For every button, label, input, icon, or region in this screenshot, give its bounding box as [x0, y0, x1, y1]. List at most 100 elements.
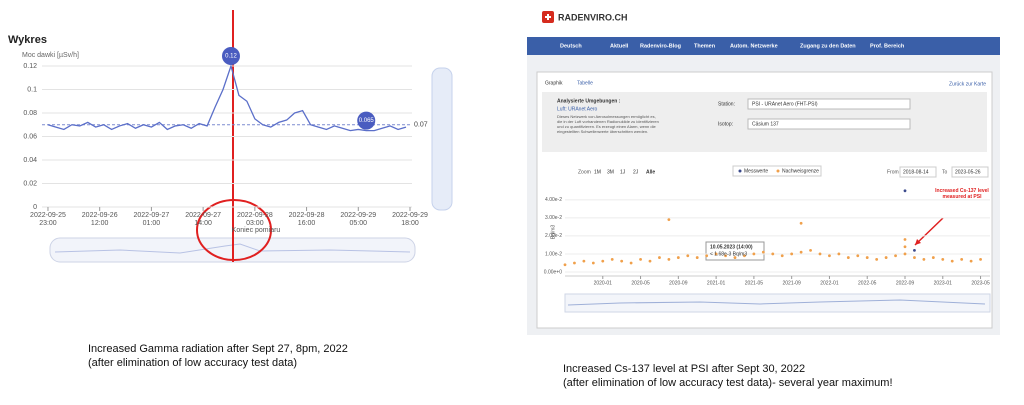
nav-item: Prof. Bereich: [870, 43, 905, 49]
y-tick-label: 0.02: [23, 180, 37, 187]
x-tick-label: 2022-09: [896, 280, 915, 286]
point: [790, 252, 794, 256]
zoom-label: Zoom: [578, 169, 591, 175]
nav-item: Radenviro-Blog: [640, 43, 681, 49]
nav-item: Deutsch: [560, 43, 582, 49]
x-tick-label: 2022-09-27 14:00: [185, 212, 222, 227]
marker: [221, 47, 240, 65]
y-tick-label: 3.00e-2: [545, 215, 562, 221]
point: [865, 256, 869, 259]
y-tick-label: 1.00e-2: [545, 251, 562, 257]
description: Dieses Netzwerk von Aerosolmessungen erm…: [557, 114, 656, 119]
description: eingestellten Schwellenwerte überschritt…: [557, 129, 648, 134]
logo-cross: [545, 14, 551, 20]
x-tick-label: 2023-01: [934, 280, 953, 286]
x-tick-label: 2022-09-29 18:00: [392, 212, 428, 227]
point: [620, 259, 624, 263]
point: [591, 261, 595, 265]
point: [828, 254, 831, 258]
legend-swatch: [738, 169, 742, 173]
x-tick-label: 2021-09: [782, 280, 801, 286]
y-axis-label: Bq/m3: [550, 225, 556, 240]
y-tick-label: 0.04: [23, 157, 37, 164]
tooltip-text: < 1.68e-3 Bq/m3: [710, 251, 747, 257]
point: [846, 256, 850, 259]
nav-bar: [527, 37, 1000, 55]
point: [714, 252, 718, 256]
point: [931, 256, 935, 259]
x-tick-label: 2023-05: [971, 280, 990, 286]
to-input[interactable]: [951, 166, 989, 178]
brand: RADENVIRO.CH: [558, 12, 628, 22]
nav-item: Autom. Netzwerke: [730, 43, 778, 49]
point: [780, 254, 784, 258]
x-tick-label: 2022-09-28 16:00: [288, 212, 325, 227]
point: [610, 257, 614, 261]
x-tick-label: 2021-01: [707, 280, 726, 286]
point: [884, 256, 888, 259]
legend-label: Messwerte: [744, 168, 768, 174]
point: [809, 248, 812, 252]
description: die in der Luft vorhandenen Radionuklide…: [557, 119, 659, 124]
y-axis-label: Moc dawki [µSv/h]: [22, 52, 79, 59]
legend-swatch: [776, 169, 780, 173]
point: [837, 252, 841, 256]
from-input[interactable]: [899, 166, 937, 178]
x-tick-label: 2020-01: [594, 280, 613, 286]
point: [573, 261, 576, 265]
caption: Increased Cs-137 level at PSI after Sept…: [563, 363, 806, 375]
marker-label: 0.12: [225, 54, 237, 60]
point: [875, 257, 879, 261]
y-tick-label: 0.00e+0: [544, 269, 562, 275]
point: [979, 257, 982, 261]
caption: (after elimination of low accuracy test …: [563, 377, 893, 389]
point: [913, 256, 916, 259]
scrollbar: [431, 67, 453, 211]
caption: Increased Gamma radiation after Sept 27,…: [88, 343, 348, 355]
zoom-button: Alle: [646, 169, 655, 175]
point: [686, 254, 690, 258]
point: [733, 256, 737, 259]
from-label: From: [887, 169, 899, 175]
point: [582, 259, 586, 263]
description: und zu quantifizieren. Es erzeugt einen …: [557, 124, 657, 129]
point: [601, 259, 605, 263]
x-tick-label: 2022-09-28 03:00: [236, 212, 273, 227]
point: [922, 257, 926, 261]
point: [771, 252, 775, 256]
to-label: To: [942, 169, 948, 175]
station: PSI - URAnet Aero (FHT-PSI): [752, 101, 818, 107]
point: [629, 261, 633, 265]
tab: Tabelle: [577, 80, 593, 86]
point: [724, 254, 727, 258]
point: [639, 257, 642, 261]
nav-item: Zugang zu den Daten: [800, 43, 856, 49]
zoom-button: 3M: [607, 169, 614, 175]
point: [799, 221, 803, 225]
isotope: Cäsium 137: [752, 121, 779, 127]
arrow-head: [915, 239, 921, 245]
point: [743, 254, 746, 258]
point: [856, 254, 860, 258]
link: Zurück zur Karte: [949, 81, 986, 87]
point: [752, 252, 756, 256]
x-tick-label: 2020-09: [669, 280, 688, 286]
station-select[interactable]: [747, 98, 911, 110]
point: [563, 263, 567, 267]
nav-item: Themen: [694, 43, 716, 49]
x-tick-label: 2022-05: [858, 280, 877, 286]
x-tick-label: 2021-05: [745, 280, 764, 286]
point: [818, 252, 822, 256]
site-header: [527, 0, 1000, 36]
caption: (after elimination of low accuracy test …: [88, 357, 298, 369]
isotope-select[interactable]: [747, 118, 911, 130]
legend-label: Nachweisgrenze: [782, 168, 819, 174]
y-tick-label: 2.00e-2: [545, 233, 562, 239]
station-label: Station:: [718, 101, 735, 107]
point: [658, 256, 661, 259]
x-tick-label: 2022-01: [820, 280, 839, 286]
x-tick-label: 2022-09-26 12:00: [81, 212, 118, 227]
y-tick-label: 0: [33, 204, 37, 211]
reference-label: 0.07: [414, 122, 428, 129]
